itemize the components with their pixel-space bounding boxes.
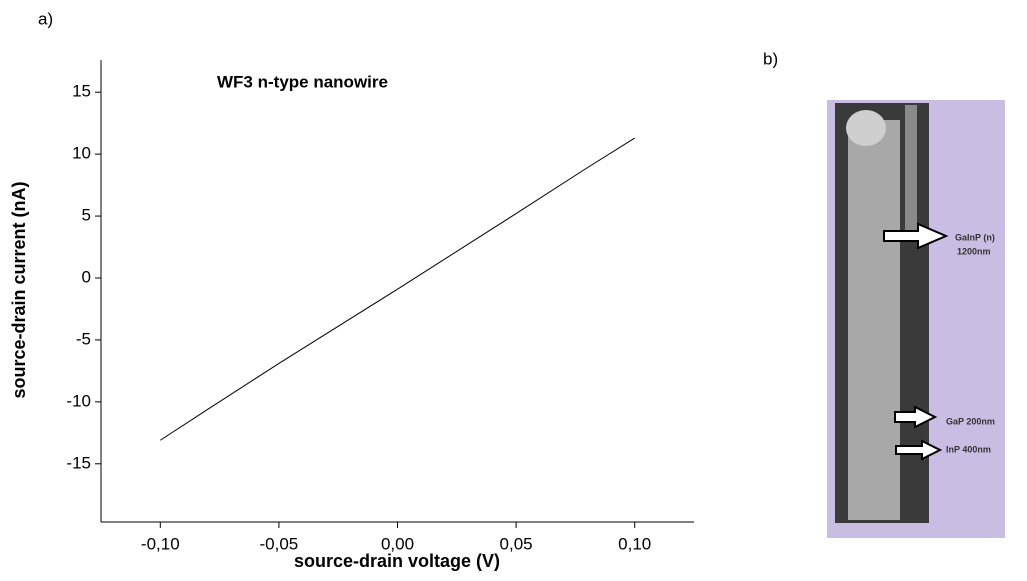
- x-tick-label: -0,10: [141, 534, 180, 553]
- annotation: WF3 n-type nanowire: [217, 72, 388, 91]
- arrow: [895, 439, 943, 461]
- image-label: 1200nm: [957, 246, 991, 256]
- nanowire-tip: [846, 110, 886, 146]
- arrow: [883, 222, 949, 250]
- x-tick-label: 0,05: [500, 534, 533, 553]
- panel-label: b): [763, 49, 778, 68]
- image-label: GaInP (n): [955, 232, 995, 242]
- y-tick-label: -15: [66, 453, 91, 472]
- image-label: GaP 200nm: [946, 416, 995, 426]
- panel-label: a): [38, 9, 53, 28]
- image-label: InP 400nm: [946, 444, 991, 454]
- x-tick-label: 0,00: [381, 534, 414, 553]
- x-tick-label: 0,10: [618, 534, 651, 553]
- nanowire-edge: [905, 105, 917, 235]
- y-tick-label: 10: [72, 144, 91, 163]
- y-axis-label: source-drain current (nA): [9, 181, 29, 398]
- data-line: [160, 137, 635, 441]
- x-axis-label: source-drain voltage (V): [294, 551, 500, 571]
- y-tick-label: 15: [72, 82, 91, 101]
- sem-image: GaInP (n) 1200nm GaP 200nm InP 400nm: [827, 100, 1005, 538]
- y-tick-label: -5: [76, 329, 91, 348]
- y-tick-label: 0: [82, 267, 91, 286]
- y-tick-label: 5: [82, 206, 91, 225]
- x-tick-label: -0,05: [260, 534, 299, 553]
- arrow: [894, 405, 938, 429]
- nanowire: [848, 120, 900, 520]
- y-tick-label: -10: [66, 391, 91, 410]
